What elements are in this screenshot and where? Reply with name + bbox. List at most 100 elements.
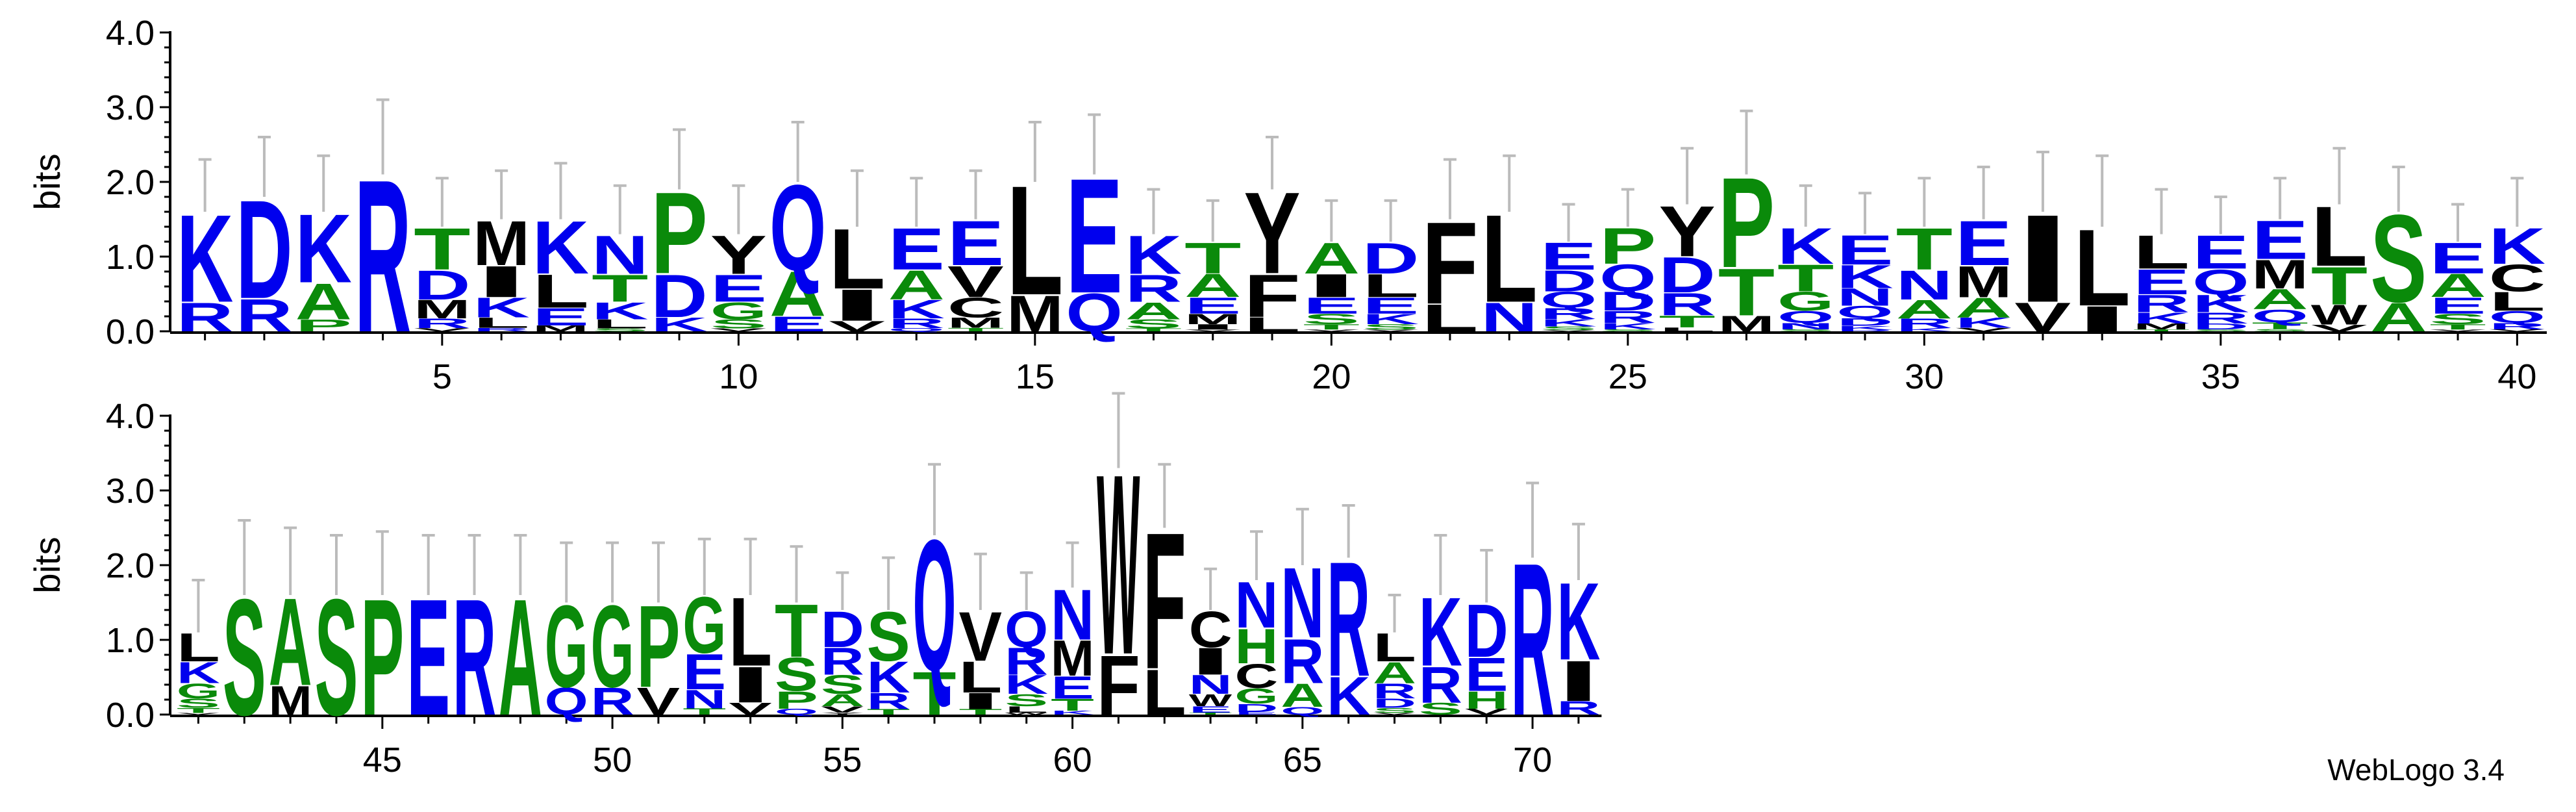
x-tick-label: 45 xyxy=(363,741,402,780)
logo-letter-R: R xyxy=(591,680,634,723)
logo-letter-A: A xyxy=(1303,233,1360,283)
x-tick-label: 35 xyxy=(2201,357,2240,396)
logo-letter-G: G xyxy=(591,581,634,712)
x-tick-label: 5 xyxy=(432,357,452,396)
logo-letter-R: R xyxy=(453,565,496,750)
logo-letter-L: L xyxy=(829,212,885,307)
logo-letter-T: T xyxy=(1896,216,1953,283)
logo-letter-S: S xyxy=(1125,317,1182,331)
logo-letter-K: K xyxy=(1051,709,1094,715)
logo-letter-E: E xyxy=(1540,235,1597,278)
logo-letter-S: S xyxy=(821,670,864,700)
logo-letter-E: E xyxy=(2429,234,2486,283)
logo-letter-L: L xyxy=(2133,225,2190,279)
logo-letter-Y: Y xyxy=(710,224,767,286)
logo-letter-A: A xyxy=(1955,292,2012,324)
logo-letter-M: M xyxy=(1955,257,2012,307)
logo-letter-T: T xyxy=(947,327,1004,332)
logo-letter-S: S xyxy=(315,565,358,751)
logo-letter-D: D xyxy=(1362,233,1419,283)
logo-letter-V: V xyxy=(1184,329,1241,332)
logo-letter-I: I xyxy=(473,257,530,307)
logo-letter-R: R xyxy=(821,641,864,683)
logo-letter-V: V xyxy=(1303,329,1360,332)
logo-letter-E: E xyxy=(2429,293,2486,319)
logo-letter-S: S xyxy=(1303,311,1360,327)
logo-letter-K: K xyxy=(532,206,589,290)
logo-letter-A: A xyxy=(1373,656,1416,690)
logo-letter-E: E xyxy=(1955,208,2012,279)
logo-letter-S: S xyxy=(177,696,220,711)
logo-letter-S: S xyxy=(867,598,910,676)
logo-letter-P: P xyxy=(1718,151,1775,295)
logo-letter-K: K xyxy=(2192,290,2249,318)
y-tick-label: 3.0 xyxy=(106,88,155,127)
logo-letter-C: C xyxy=(947,292,1004,324)
logo-letter-T: T xyxy=(775,589,818,672)
logo-letter-Y: Y xyxy=(1244,168,1300,298)
logo-letter-T: T xyxy=(1189,712,1232,715)
logo-letter-R: R xyxy=(177,295,233,340)
logo-letter-D: D xyxy=(2192,322,2249,331)
logo-letter-E: E xyxy=(1189,705,1232,715)
logo-letter-R: R xyxy=(1836,329,1893,331)
logo-letter-A: A xyxy=(2370,295,2427,340)
logo-letter-V: V xyxy=(637,680,681,723)
logo-letter-T: T xyxy=(592,267,648,310)
logo-letter-I: I xyxy=(729,656,772,713)
x-tick-label: 70 xyxy=(1513,741,1552,780)
logo-letter-P: P xyxy=(360,565,404,751)
logo-letter-K: K xyxy=(177,190,233,329)
logo-letter-Q: Q xyxy=(1777,308,1834,327)
logo-letter-K: K xyxy=(2133,309,2190,327)
logo-letter-L: L xyxy=(532,265,589,318)
logo-letter-D: D xyxy=(1599,286,1656,316)
logo-letter-T: T xyxy=(958,708,1002,717)
logo-letter-A: A xyxy=(2429,267,2486,304)
logo-letter-K: K xyxy=(295,194,352,303)
logo-letter-P: P xyxy=(775,687,818,715)
logo-letter-R: R xyxy=(1557,698,1601,719)
logo-letter-G: G xyxy=(545,581,588,712)
logo-letter-M: M xyxy=(532,324,589,333)
logo-letter-R: R xyxy=(867,689,910,715)
logo-letter-W: W xyxy=(1005,712,1047,715)
logo-letter-M: M xyxy=(1718,311,1775,336)
logo-letter-V: V xyxy=(2311,323,2368,333)
logo-letter-Q: Q xyxy=(2489,308,2545,327)
logo-letter-D: D xyxy=(414,262,470,308)
logo-letter-F: F xyxy=(1421,198,1478,329)
logo-letter-E: E xyxy=(1051,670,1094,705)
x-tick-label: 10 xyxy=(719,357,758,396)
logo-letter-S: S xyxy=(2252,329,2308,332)
logo-letter-T: T xyxy=(1718,255,1775,330)
logo-letter-D: D xyxy=(1836,316,1893,329)
logo-letter-A: A xyxy=(1125,297,1182,324)
logo-letter-S: S xyxy=(710,317,767,331)
logo-letter-Q: Q xyxy=(2192,262,2249,301)
logo-letter-Q: Q xyxy=(1599,257,1656,300)
logo-letter-L: L xyxy=(1005,704,1048,714)
logo-letter-W: W xyxy=(1189,691,1233,710)
y-tick-label: 0.0 xyxy=(106,312,155,351)
x-tick-label: 25 xyxy=(1608,357,1647,396)
weblogo-version-label: WebLogo 3.4 xyxy=(2327,753,2505,787)
logo-letter-L: L xyxy=(1143,657,1186,729)
x-tick-label: 20 xyxy=(1312,357,1351,396)
logo-letter-D: D xyxy=(1540,264,1597,298)
logo-letter-G: G xyxy=(1235,684,1279,709)
logo-letter-K: K xyxy=(888,295,945,324)
logo-letter-V: V xyxy=(947,257,1004,307)
logo-letter-V: V xyxy=(829,318,885,335)
logo-letter-N: N xyxy=(1051,574,1094,655)
logo-letter-Q: Q xyxy=(2252,306,2308,326)
logo-letter-T: T xyxy=(682,707,726,717)
logo-letter-K: K xyxy=(1327,665,1370,726)
logo-letter-F: F xyxy=(1244,262,1300,330)
logo-letter-D: D xyxy=(236,171,292,329)
logo-letter-I: I xyxy=(1557,649,1601,713)
logo-letter-Q: Q xyxy=(545,679,588,723)
logo-letter-M: M xyxy=(1007,285,1063,342)
logo-letter-Y: Y xyxy=(1659,191,1716,272)
